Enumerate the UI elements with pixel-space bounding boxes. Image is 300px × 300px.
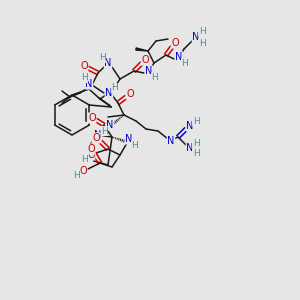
- Text: O: O: [80, 61, 88, 71]
- Text: O: O: [88, 113, 96, 123]
- Text: N: N: [125, 134, 133, 144]
- Text: N: N: [145, 66, 153, 76]
- Text: H: H: [74, 172, 80, 181]
- Text: O: O: [92, 133, 100, 143]
- Text: O: O: [87, 144, 95, 154]
- Text: N: N: [104, 58, 112, 68]
- Text: O: O: [126, 89, 134, 99]
- Text: O: O: [141, 55, 149, 65]
- Text: H: H: [182, 58, 188, 68]
- Polygon shape: [136, 48, 148, 51]
- Text: H: H: [193, 116, 200, 125]
- Text: H: H: [152, 73, 158, 82]
- Text: O: O: [79, 166, 87, 176]
- Text: H: H: [193, 148, 200, 158]
- Text: N: N: [85, 79, 93, 89]
- Text: N: N: [106, 120, 114, 130]
- Text: H: H: [100, 127, 107, 136]
- Text: H: H: [81, 74, 87, 82]
- Text: N: N: [192, 32, 200, 42]
- Text: N: N: [186, 121, 194, 131]
- Text: N: N: [175, 52, 183, 62]
- Text: H: H: [132, 140, 138, 149]
- Text: O: O: [171, 38, 179, 48]
- Text: H: H: [82, 155, 88, 164]
- Text: N: N: [186, 143, 194, 153]
- Text: N: N: [94, 130, 102, 140]
- Text: H: H: [199, 26, 206, 35]
- Text: O: O: [87, 150, 95, 160]
- Text: N: N: [167, 136, 175, 146]
- Text: H: H: [199, 38, 206, 47]
- Text: H: H: [99, 53, 105, 62]
- Text: H: H: [112, 83, 118, 92]
- Text: H: H: [193, 139, 200, 148]
- Text: N: N: [105, 88, 113, 98]
